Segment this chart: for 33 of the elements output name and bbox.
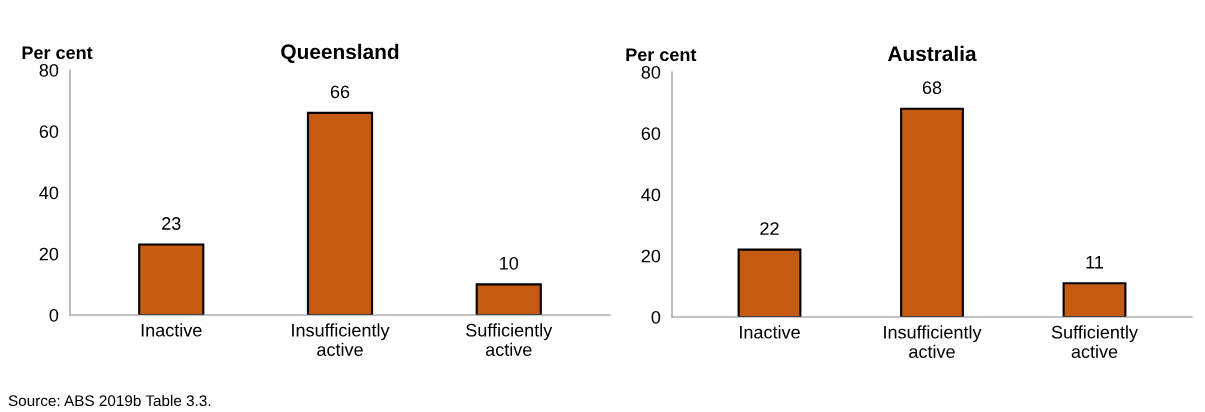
data-label: 23 — [162, 217, 181, 230]
chart-title: Queensland — [281, 43, 399, 63]
data-label: 11 — [1086, 256, 1103, 269]
bar — [475, 283, 542, 315]
y-tick-label: 60 — [39, 125, 59, 138]
data-label: 66 — [330, 85, 350, 99]
x-tick-label: Inactive — [141, 323, 202, 337]
source-note: Source: ABS 2019b Table 3.3. — [8, 394, 211, 407]
y-tick-label: 40 — [39, 186, 59, 200]
y-axis-title: Per cent — [626, 48, 697, 62]
bar — [737, 248, 802, 317]
data-label: 68 — [922, 81, 942, 95]
bar — [138, 243, 205, 315]
data-label: 10 — [500, 256, 519, 270]
y-tick-label: 20 — [39, 247, 59, 261]
y-tick-label: 20 — [641, 249, 661, 263]
bar — [1062, 282, 1127, 317]
bar — [306, 111, 374, 315]
chart-title: Australia — [887, 45, 977, 62]
y-tick-label: 0 — [651, 310, 661, 324]
bar — [900, 107, 964, 317]
y-tick-label: 80 — [39, 63, 59, 77]
y-tick-label: 40 — [641, 188, 661, 202]
x-tick-label: Insufficiently active — [884, 325, 982, 359]
y-tick-label: 60 — [641, 127, 661, 140]
x-tick-label: Sufficiently active — [466, 323, 553, 357]
x-tick-label: Sufficiently active — [1051, 325, 1138, 359]
data-label: 22 — [760, 222, 779, 235]
x-tick-label: Inactive — [740, 325, 800, 339]
y-tick-label: 0 — [49, 308, 59, 322]
y-axis-title: Per cent — [22, 46, 93, 60]
x-tick-label: Insufficiently active — [292, 323, 390, 357]
y-tick-label: 80 — [641, 65, 661, 79]
